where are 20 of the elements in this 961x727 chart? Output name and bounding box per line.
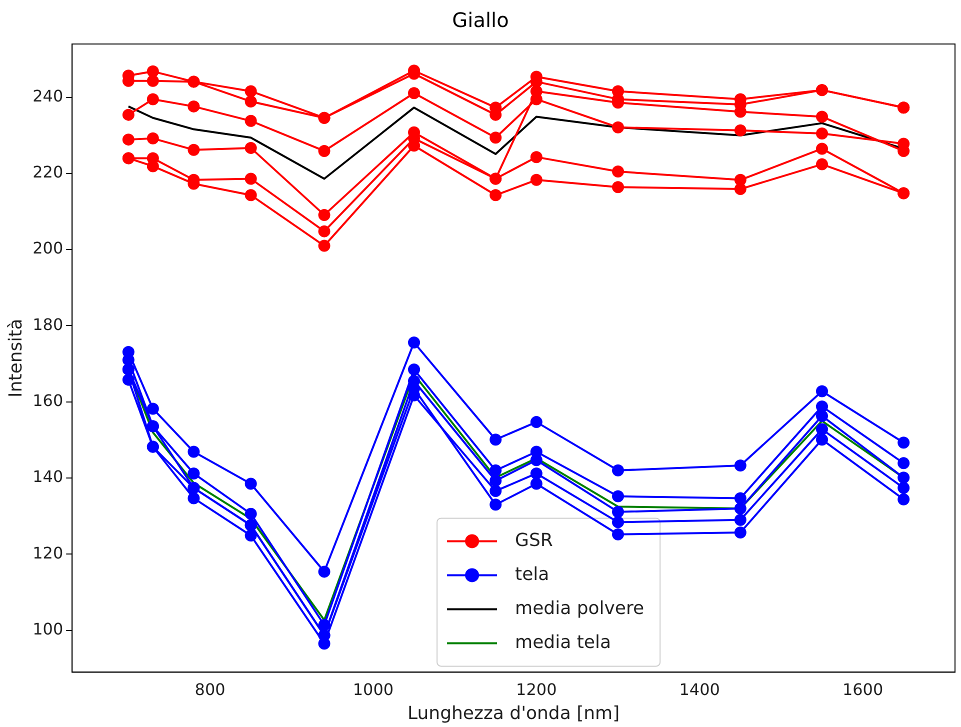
y-tick-label: 200	[32, 238, 64, 258]
x-tick-label: 1600	[842, 680, 884, 699]
x-tick-label: 1200	[516, 680, 557, 699]
x-tick-label: 1400	[679, 680, 720, 699]
x-tick-label: 1000	[352, 680, 394, 699]
y-tick-label: 220	[32, 162, 64, 182]
legend-label: media tela	[515, 632, 612, 653]
y-tick-label: 120	[32, 543, 64, 562]
x-tick-label: 800	[194, 680, 226, 699]
legend-label: media polvere	[515, 598, 644, 619]
chart-title: Giallo	[452, 8, 509, 32]
y-axis-title: Intensità	[5, 318, 26, 398]
x-axis-title: Lunghezza d'onda [nm]	[408, 702, 620, 724]
y-tick-label: 240	[32, 86, 64, 106]
y-tick-label: 140	[32, 467, 64, 486]
legend-label: tela	[515, 564, 550, 585]
y-tick-label: 160	[32, 391, 64, 410]
y-tick-label: 100	[32, 619, 64, 638]
y-tick-label: 180	[32, 314, 64, 334]
legend-label: GSR	[515, 530, 553, 551]
